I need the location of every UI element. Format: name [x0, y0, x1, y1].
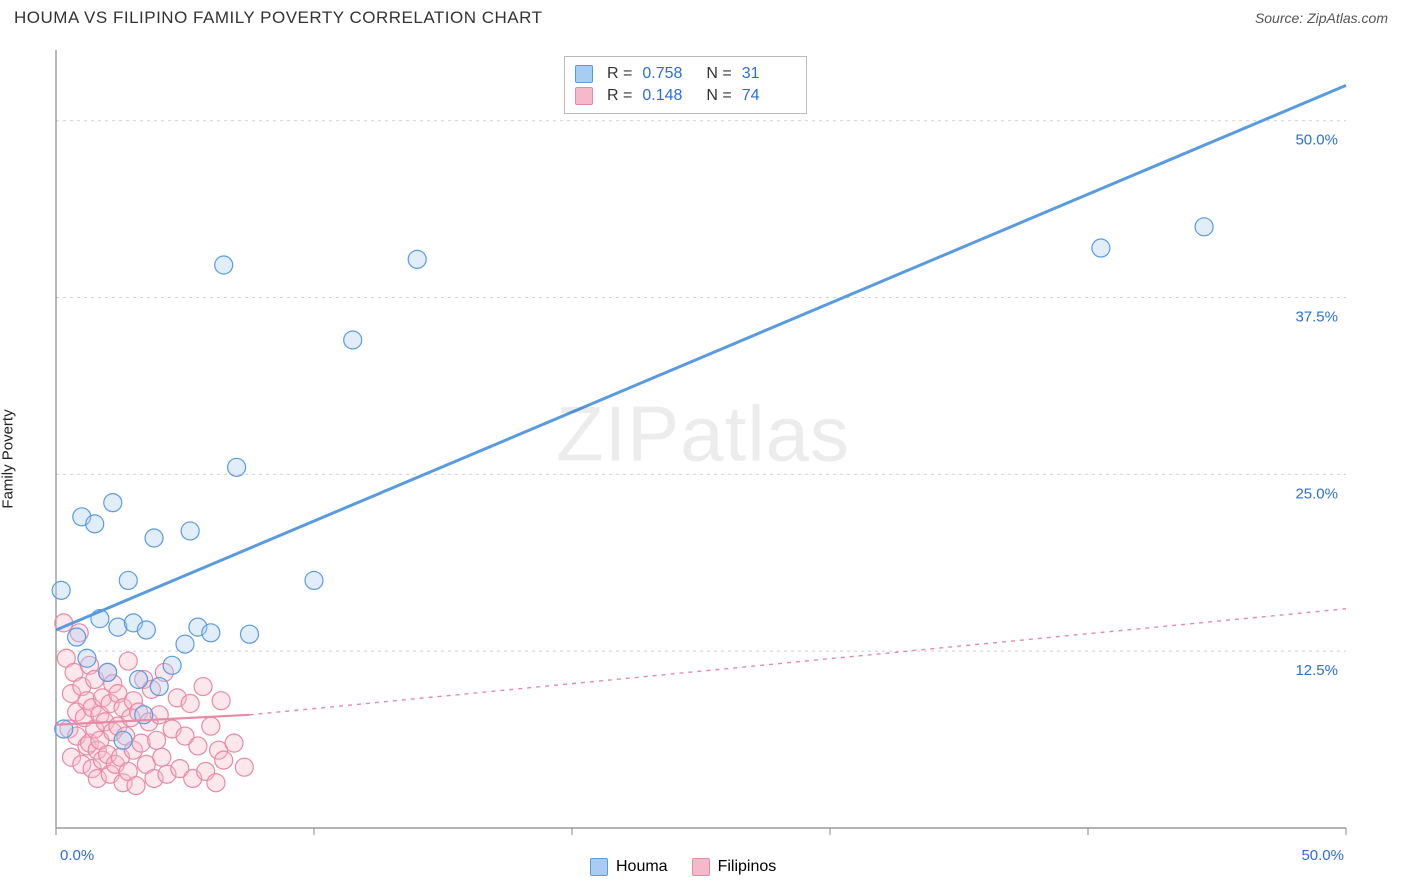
x-tick-label: 0.0% [60, 847, 94, 864]
data-point [78, 649, 96, 667]
data-point [235, 758, 253, 776]
data-point [189, 737, 207, 755]
legend-label: Houma [616, 858, 668, 876]
y-tick-label: 25.0% [1295, 485, 1338, 502]
legend-swatch [575, 87, 593, 105]
data-point [119, 571, 137, 589]
data-point [145, 529, 163, 547]
data-point [137, 621, 155, 639]
legend-item: Houma [590, 858, 668, 876]
n-label: N = [706, 87, 731, 105]
data-point [225, 734, 243, 752]
data-point [1195, 218, 1213, 236]
data-point [215, 256, 233, 274]
data-point [153, 748, 171, 766]
data-point [114, 731, 132, 749]
trend-line-extension [250, 609, 1347, 715]
data-point [181, 695, 199, 713]
n-value: 74 [742, 87, 792, 105]
data-point [212, 692, 230, 710]
r-value: 0.148 [642, 87, 692, 105]
data-point [130, 670, 148, 688]
legend-swatch [692, 858, 710, 876]
data-point [52, 581, 70, 599]
data-point [132, 734, 150, 752]
stats-legend: R = 0.758 N = 31 R = 0.148 N = 74 [564, 56, 807, 114]
source-attribution: Source: ZipAtlas.com [1255, 10, 1388, 26]
data-point [127, 777, 145, 795]
data-point [1092, 239, 1110, 257]
legend-item: Filipinos [692, 858, 777, 876]
data-point [202, 717, 220, 735]
series-legend: Houma Filipinos [590, 858, 776, 876]
legend-label: Filipinos [718, 858, 777, 876]
y-tick-label: 12.5% [1295, 662, 1338, 679]
r-label: R = [607, 65, 632, 83]
data-point [181, 522, 199, 540]
data-point [55, 720, 73, 738]
trend-line [56, 85, 1346, 630]
x-tick-label: 50.0% [1301, 847, 1344, 864]
data-point [305, 571, 323, 589]
data-point [215, 751, 233, 769]
scatter-chart: 12.5% 25.0% 37.5% 50.0% 0.0% 50.0% [14, 40, 1392, 878]
n-label: N = [706, 65, 731, 83]
data-point [150, 678, 168, 696]
data-point [68, 628, 86, 646]
data-point [241, 625, 259, 643]
data-point [207, 774, 225, 792]
data-point [202, 624, 220, 642]
data-point [344, 331, 362, 349]
chart-container: Family Poverty 12.5%25.0%37.5%50.0%0.0%5… [14, 40, 1392, 878]
data-point [228, 458, 246, 476]
data-point [148, 731, 166, 749]
chart-title: HOUMA VS FILIPINO FAMILY POVERTY CORRELA… [14, 8, 543, 28]
legend-stat-row: R = 0.758 N = 31 [575, 63, 792, 85]
n-value: 31 [742, 65, 792, 83]
data-point [408, 250, 426, 268]
r-label: R = [607, 87, 632, 105]
y-tick-label: 37.5% [1295, 309, 1338, 326]
data-point [163, 656, 181, 674]
legend-swatch [575, 65, 593, 83]
data-point [194, 678, 212, 696]
legend-swatch [590, 858, 608, 876]
y-axis-label: Family Poverty [0, 409, 17, 508]
data-point [119, 652, 137, 670]
data-point [86, 515, 104, 533]
y-tick-label: 50.0% [1295, 132, 1338, 149]
r-value: 0.758 [642, 65, 692, 83]
data-point [176, 635, 194, 653]
legend-stat-row: R = 0.148 N = 74 [575, 85, 792, 107]
data-point [99, 663, 117, 681]
data-point [104, 494, 122, 512]
